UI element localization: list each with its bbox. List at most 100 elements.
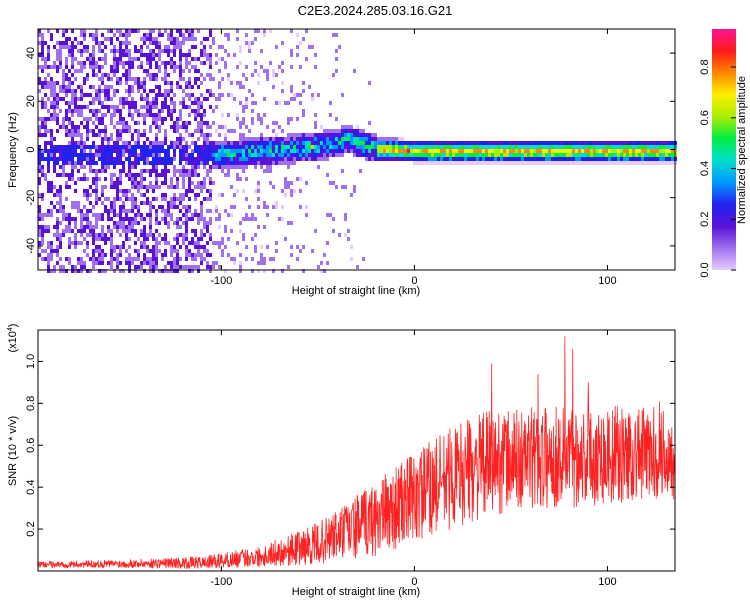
spectrogram-cell — [344, 125, 347, 129]
spectrogram-cell — [470, 149, 473, 153]
spectrogram-cell — [419, 141, 422, 145]
figure-title: C2E3.2024.285.03.16.G21 — [298, 3, 453, 18]
spectrogram-cell — [347, 229, 350, 233]
spectrogram-cell — [173, 153, 176, 157]
spectrogram-cell — [230, 93, 233, 97]
spectrogram-cell — [428, 161, 431, 165]
spectrogram-cell — [164, 117, 167, 121]
spectrogram-cell — [212, 149, 215, 153]
spectrogram-cell — [116, 69, 119, 73]
spectrogram-cell — [299, 153, 302, 157]
spectrogram-cell — [176, 221, 179, 225]
spectrogram-cell — [530, 153, 533, 157]
spectrogram-cell — [56, 29, 59, 33]
spectrogram-cell — [158, 125, 161, 129]
spectrogram-cell — [68, 241, 71, 245]
spectrogram-cell — [125, 53, 128, 57]
spectrogram-cell — [95, 217, 98, 221]
spectrogram-cell — [173, 173, 176, 177]
spectrogram-cell — [62, 157, 65, 161]
spectrogram-cell — [143, 241, 146, 245]
spectrogram-cell — [116, 253, 119, 257]
spectrogram-cell — [476, 161, 479, 165]
spectrogram-cell — [122, 49, 125, 53]
spectrogram-cell — [560, 145, 563, 149]
spectrogram-cell — [143, 229, 146, 233]
spectrogram-cell — [200, 53, 203, 57]
spectrogram-cell — [302, 89, 305, 93]
spectrogram-cell — [56, 217, 59, 221]
spectrogram-cell — [170, 181, 173, 185]
spectrogram-cell — [194, 173, 197, 177]
spectrogram-cell — [173, 53, 176, 57]
spectrogram-cell — [446, 161, 449, 165]
spectrogram-cell — [188, 69, 191, 73]
spectrogram-cell — [629, 153, 632, 157]
spectrogram-cell — [182, 101, 185, 105]
spectrogram-cell — [56, 237, 59, 241]
spectrogram-cell — [614, 153, 617, 157]
spectrogram-cell — [89, 53, 92, 57]
snr-y-ticks: 0.20.40.60.81.0 — [25, 354, 675, 537]
spectrogram-cell — [170, 145, 173, 149]
spectrogram-cell — [116, 65, 119, 69]
spectrogram-cell — [299, 93, 302, 97]
spectrogram-cell — [86, 73, 89, 77]
spectrogram-cell — [275, 45, 278, 49]
spectrogram-cell — [557, 145, 560, 149]
spectrogram-cell — [209, 105, 212, 109]
spectrogram-cell — [47, 157, 50, 161]
spectrogram-cell — [161, 173, 164, 177]
spectrogram-cell — [278, 149, 281, 153]
spectrogram-cell — [431, 149, 434, 153]
spectrogram-cell — [44, 81, 47, 85]
spectrogram-cell — [227, 169, 230, 173]
spectrogram-cell — [41, 101, 44, 105]
spectrogram-cell — [257, 225, 260, 229]
spectrogram-cell — [290, 133, 293, 137]
spectrogram-cell — [41, 53, 44, 57]
spectrogram-cell — [47, 261, 50, 265]
spectrogram-cell — [83, 37, 86, 41]
spectrogram-cell — [122, 125, 125, 129]
spectrogram-cell — [62, 233, 65, 237]
spectrogram-cell — [80, 153, 83, 157]
spectrogram-cell — [125, 237, 128, 241]
spectrogram-cell — [200, 49, 203, 53]
spectrogram-cell — [47, 81, 50, 85]
spectrogram-cell — [284, 181, 287, 185]
spectrogram-cell — [182, 97, 185, 101]
spectrogram-cell — [140, 45, 143, 49]
spectrogram-cell — [107, 85, 110, 89]
spectrogram-cell — [92, 73, 95, 77]
spectrogram-cell — [479, 157, 482, 161]
spectrogram-cell — [233, 153, 236, 157]
spectrogram-cell — [71, 89, 74, 93]
spectrogram-cell — [122, 189, 125, 193]
spectrogram-cell — [161, 237, 164, 241]
spectrogram-cell — [38, 181, 41, 185]
spectrogram-cell — [398, 141, 401, 145]
spectrogram-cell — [122, 165, 125, 169]
spectrogram-cell — [662, 153, 665, 157]
spectrogram-cell — [593, 149, 596, 153]
spectrogram-cell — [164, 141, 167, 145]
spectrogram-cell — [104, 53, 107, 57]
spectrogram-cell — [131, 209, 134, 213]
spectrogram-cell — [128, 197, 131, 201]
spectrogram-cell — [200, 209, 203, 213]
spectrogram-cell — [176, 81, 179, 85]
spectrogram-cell — [377, 141, 380, 145]
spectrogram-cell — [41, 241, 44, 245]
spectrogram-cell — [545, 145, 548, 149]
spectrogram-cell — [80, 149, 83, 153]
spectrogram-cell — [179, 69, 182, 73]
spectrogram-cell — [137, 57, 140, 61]
spectrogram-cell — [95, 225, 98, 229]
spectrogram-cell — [404, 145, 407, 149]
spectrogram-cell — [200, 213, 203, 217]
spectrogram-cell — [38, 81, 41, 85]
spectrogram-cell — [68, 225, 71, 229]
spectrogram-cell — [515, 149, 518, 153]
spectrogram-cell — [353, 129, 356, 133]
